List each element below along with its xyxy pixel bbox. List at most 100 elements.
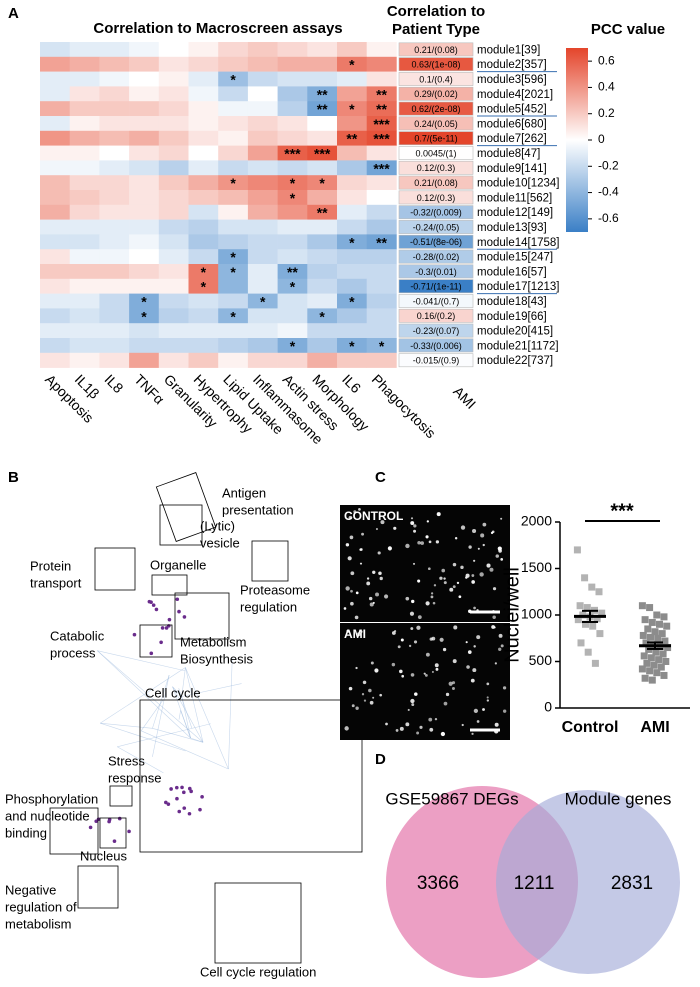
- heatmap-cell: [307, 56, 338, 72]
- ami-cell: [398, 175, 474, 190]
- colorbar-tick-label: 0: [598, 132, 605, 146]
- heatmap-cell: [307, 71, 338, 87]
- nucleus-dot: [374, 668, 379, 673]
- network-edge: [152, 674, 170, 757]
- heatmap-cell: [158, 130, 189, 146]
- nucleus-dot: [498, 647, 502, 651]
- nucleus-dot: [344, 726, 349, 731]
- heatmap-cell: [69, 264, 100, 280]
- heatmap-cell: [366, 42, 397, 58]
- nucleus-dot: [439, 576, 443, 580]
- heatmap-cell: [99, 71, 130, 87]
- nucleus-dot: [502, 686, 507, 690]
- heatmap-cell: [307, 278, 338, 294]
- module-label: module20[415]: [477, 326, 553, 338]
- nucleus-dot: [467, 650, 472, 654]
- network-label: regulation of: [5, 899, 77, 914]
- ami-cell: [398, 234, 474, 249]
- heatmap-cell: [337, 323, 367, 339]
- significance-star: *: [290, 175, 296, 191]
- heatmap-cell: [218, 130, 249, 146]
- nucleus-dot: [470, 678, 475, 683]
- nucleus-dot: [432, 601, 436, 605]
- significance-star: *: [319, 308, 325, 324]
- nucleus-dot: [428, 540, 432, 544]
- significance-star: **: [317, 101, 328, 117]
- data-point: [646, 604, 654, 612]
- data-point: [576, 602, 584, 610]
- ami-cell: [398, 160, 474, 175]
- network-box: [109, 785, 133, 807]
- heatmap-cell: [188, 293, 219, 309]
- heatmap-cell: [69, 249, 100, 265]
- significance-star: *: [230, 71, 236, 87]
- ami-label: 0.16/(0.2): [417, 311, 456, 321]
- significance-star: **: [346, 131, 357, 147]
- heatmap-cell: [99, 264, 130, 280]
- venn-count: 2831: [611, 873, 653, 894]
- panel-label: C: [375, 469, 386, 486]
- nucleus-dot: [460, 565, 464, 570]
- heatmap-cell: [99, 160, 130, 176]
- heatmap-cell: [129, 145, 160, 161]
- nucleus-dot: [405, 543, 410, 549]
- heatmap-cell: [158, 71, 189, 87]
- ami-label: 0.24/(0.05): [414, 119, 458, 129]
- heatmap-cell: [247, 278, 278, 294]
- heatmap-cell: [99, 293, 130, 309]
- heatmap-cell: [307, 293, 338, 309]
- panel-label: B: [8, 469, 19, 486]
- heatmap-cell: [307, 249, 338, 265]
- nucleus-dot: [354, 615, 359, 620]
- nucleus-dot: [375, 527, 378, 531]
- heatmap-cell: [40, 190, 70, 206]
- module-label: module14[1758]: [477, 237, 559, 249]
- network-box: [151, 574, 188, 596]
- heatmap-cell: [337, 264, 367, 280]
- heatmap-cell: [247, 175, 278, 191]
- panel-label: A: [8, 5, 19, 22]
- heatmap-cell: [99, 278, 130, 294]
- heatmap-cell: [188, 101, 219, 117]
- nucleus-dot: [453, 625, 458, 630]
- heatmap-cell: [277, 338, 308, 354]
- micrograph-label: AMI: [344, 627, 366, 641]
- network-label: Cell cycle regulation: [200, 964, 316, 979]
- heatmap-cell: [366, 160, 397, 176]
- heatmap-cell: [40, 219, 70, 235]
- heatmap-cell: [307, 264, 338, 280]
- venn-circle: [496, 790, 680, 974]
- heatmap-cell: [247, 160, 278, 176]
- nucleus-dot: [482, 708, 485, 711]
- heatmap-cell: [188, 130, 219, 146]
- ami-cell: [398, 116, 474, 131]
- colorbar: [566, 48, 588, 232]
- heatmap-cell: [337, 71, 367, 87]
- network-box: [139, 699, 363, 853]
- heatmap-cell: [307, 42, 338, 58]
- network-node: [160, 626, 165, 630]
- nucleus-dot: [489, 567, 494, 572]
- nucleus-dot: [500, 558, 504, 561]
- significance-star: ***: [373, 116, 390, 132]
- ami-label: 0.21/(0.08): [414, 178, 458, 188]
- network-node: [175, 597, 180, 602]
- network-edge: [97, 650, 185, 672]
- nucleus-dot: [366, 581, 371, 586]
- network-edge: [152, 728, 204, 743]
- heatmap-cell: [337, 352, 367, 368]
- ami-label: 0.7/(5e-11): [414, 134, 457, 144]
- heatmap-cell: [129, 86, 160, 102]
- heatmap-cell: [277, 145, 308, 161]
- heatmap-cell: [188, 323, 219, 339]
- ami-label: 0.12/(0.3): [417, 163, 456, 173]
- nucleus-dot: [375, 592, 380, 597]
- heatmap-cell: [247, 204, 278, 220]
- heatmap-cell: [69, 56, 100, 72]
- module-label: module6[680]: [477, 118, 547, 130]
- heatmap-cell: [247, 352, 278, 368]
- data-point: [654, 634, 662, 642]
- nucleus-dot: [434, 663, 439, 668]
- heatmap-cell: [218, 42, 249, 58]
- heatmap-cell: [188, 145, 219, 161]
